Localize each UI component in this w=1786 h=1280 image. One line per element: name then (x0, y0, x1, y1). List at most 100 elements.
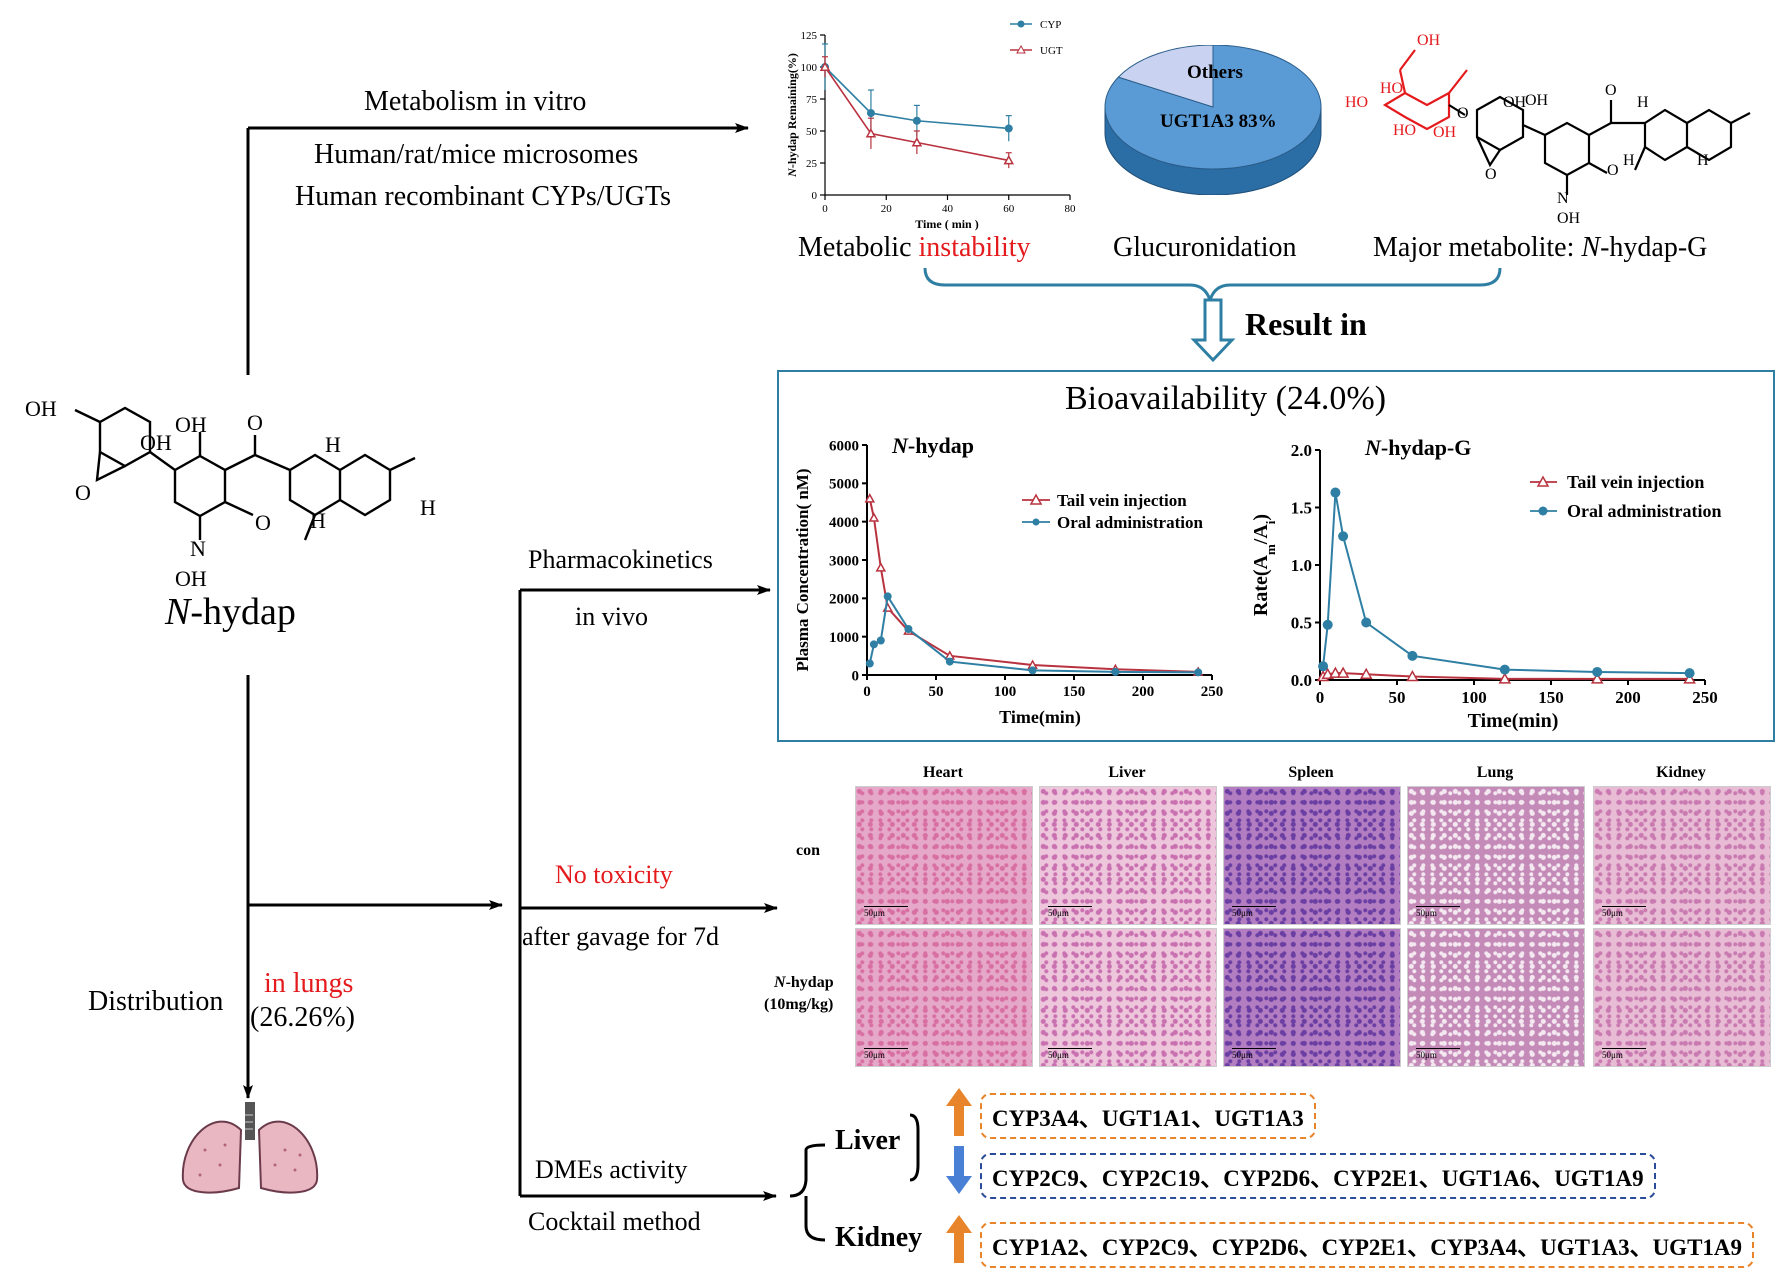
series-line-cyp (824, 66, 1009, 130)
y-tick-label: 0 (852, 668, 860, 684)
y-tick-label: 5000 (829, 477, 859, 493)
scale-bar: 50μm (864, 906, 908, 918)
dme-label: DMEs activity (535, 1155, 688, 1184)
y-axis-label: N-hydap Remaining(%) (785, 53, 799, 178)
data-point (1318, 661, 1329, 672)
x-tick-label: 250 (1201, 684, 1224, 700)
histology-image: 50μm (1593, 786, 1771, 925)
svg-text:OH: OH (1557, 210, 1581, 225)
x-tick-label: 20 (881, 203, 893, 215)
compound-name: N-hydap (165, 591, 296, 633)
svg-text:OH: OH (1433, 124, 1457, 141)
histology-image: 50μm (1593, 928, 1771, 1067)
x-tick-label: 200 (1132, 684, 1155, 700)
pk-plasma-chart: 0 50 100 150 200 250 0 1000 2000 3000 4000 5000 6000… (793, 433, 1224, 728)
histology-image: 50μm (1407, 786, 1585, 925)
svg-text:OH: OH (1525, 92, 1549, 109)
metabolism-title: Metabolism in vitro (364, 86, 587, 117)
y-tick-label: 0.5 (1291, 613, 1312, 632)
liver-label: Liver (835, 1125, 901, 1156)
y-axis-label: Rate(Am/Ai) (1250, 514, 1278, 616)
liver-down-box: CYP2C9、CYP2C19、CYP2D6、CYP2E1、UGT1A6、UGT1… (980, 1153, 1656, 1199)
x-tick-label: 40 (942, 203, 954, 215)
data-point (1111, 667, 1120, 676)
data-point (1684, 668, 1695, 679)
data-point (1003, 154, 1015, 165)
scale-bar: 50μm (1232, 906, 1276, 918)
histology-row-label-treated: N-hydap (774, 974, 834, 991)
pk-label: Pharmacokinetics (528, 545, 713, 574)
svg-text:H: H (1637, 94, 1649, 111)
data-point (1407, 650, 1418, 661)
x-tick-label: 200 (1615, 688, 1641, 707)
data-point (1359, 667, 1373, 679)
histology-image: 50μm (855, 786, 1033, 925)
svg-text:N: N (1557, 190, 1569, 207)
legend-cyp-marker (1017, 20, 1025, 28)
chart-title: N-hydap (891, 433, 974, 458)
up-arrow-icon (946, 1088, 972, 1136)
liver-up-box: CYP3A4、UGT1A1、UGT1A3 (980, 1093, 1316, 1139)
svg-text:N: N (190, 536, 206, 561)
data-point (1406, 670, 1419, 682)
svg-text:OH: OH (175, 412, 207, 437)
x-tick-label: 150 (1538, 688, 1564, 707)
in-lungs-label: in lungs (264, 968, 354, 999)
svg-text:O: O (255, 510, 271, 535)
scale-bar: 50μm (1048, 1048, 1092, 1060)
kidney-label: Kidney (835, 1222, 923, 1253)
x-tick-label: 250 (1692, 688, 1718, 707)
gavage-label: after gavage for 7d (522, 922, 720, 951)
kidney-up-box: CYP1A2、CYP2C9、CYP2D6、CYP2E1、CYP3A4、UGT1A… (980, 1222, 1755, 1268)
microsomes-label: Human/rat/mice microsomes (314, 139, 639, 170)
x-tick-label: 0 (822, 203, 828, 215)
data-point (1592, 666, 1603, 677)
data-point (904, 625, 913, 633)
y-tick-label: 2.0 (1291, 441, 1312, 460)
histology-image: 50μm (1223, 786, 1401, 925)
data-point (1338, 531, 1349, 542)
legend-tail-label: Tail vein injection (1567, 472, 1704, 492)
x-tick-label: 150 (1063, 684, 1086, 700)
recombinant-label: Human recombinant CYPs/UGTs (295, 181, 672, 212)
scale-bar: 50μm (1602, 1048, 1646, 1060)
histology-image: 50μm (1407, 928, 1585, 1067)
n-hydap-structure: OH OH OH O N OH O O H H H (25, 396, 436, 591)
data-point (1322, 619, 1333, 630)
data-point (819, 61, 831, 71)
pk-sub-label: in vivo (575, 602, 648, 631)
y-tick-label: 2000 (829, 592, 859, 608)
distribution-label: Distribution (88, 986, 224, 1017)
svg-text:OH: OH (175, 566, 207, 591)
y-axis-label: Plasma Concentration( nM) (793, 468, 812, 671)
data-point (875, 562, 887, 572)
histology-column-label: Kidney (1656, 764, 1706, 781)
x-axis-label: Time ( min ) (915, 217, 978, 231)
x-axis-label: Time(min) (1468, 710, 1559, 732)
scale-bar: 50μm (1602, 906, 1646, 918)
svg-text:H: H (325, 432, 341, 457)
svg-text:OH: OH (25, 396, 57, 421)
y-tick-label: 1000 (829, 630, 859, 646)
data-point (866, 109, 875, 118)
svg-text:HO: HO (1380, 80, 1403, 97)
data-point (1590, 672, 1604, 684)
scale-bar: 50μm (1048, 906, 1092, 918)
x-tick-label: 60 (1003, 203, 1015, 215)
svg-text:O: O (1607, 162, 1619, 179)
data-point (1499, 664, 1510, 675)
y-tick-label: 0.0 (1291, 671, 1312, 690)
histology-column-label: Lung (1476, 764, 1514, 781)
svg-text:OH: OH (1503, 94, 1527, 111)
glucuronidation-pie-chart: Others UGT1A3 83% (1104, 45, 1322, 195)
x-tick-label: 0 (863, 684, 871, 700)
svg-text:O: O (1605, 82, 1617, 99)
scale-bar: 50μm (1416, 1048, 1460, 1060)
pie-label-ugt1a3: UGT1A3 83% (1160, 111, 1277, 132)
y-tick-label: 0 (812, 190, 818, 202)
data-point (1004, 124, 1013, 133)
metabolite-structure: HO HO HO OH OH O OH OH O N OH O O H H H (1345, 32, 1751, 225)
svg-text:HO: HO (1345, 94, 1368, 111)
svg-text:H: H (420, 495, 436, 520)
